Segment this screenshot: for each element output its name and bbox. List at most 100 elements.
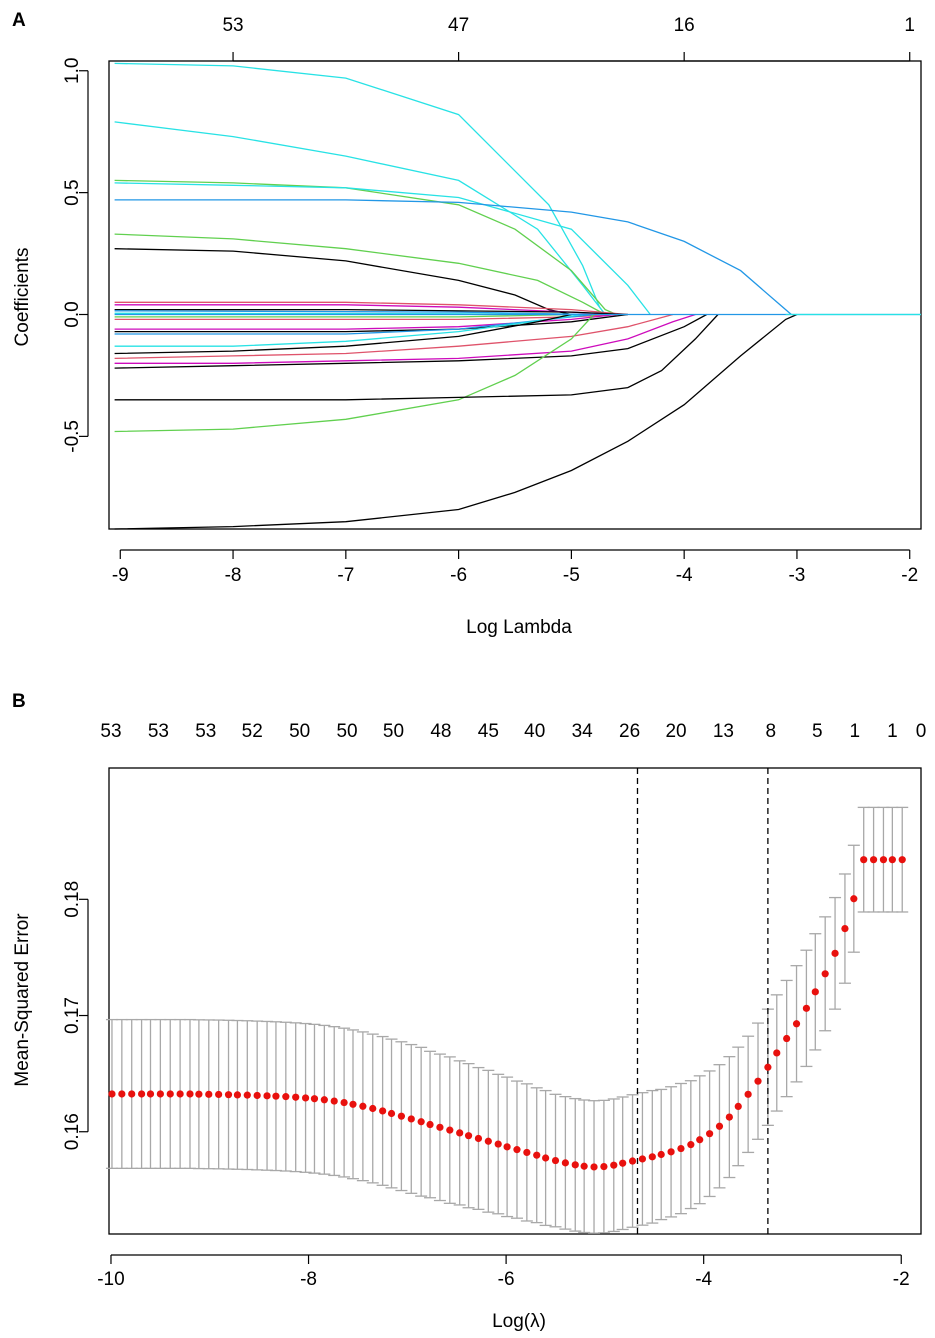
mse-point [292,1093,300,1101]
mse-point [831,949,839,957]
mse-point [898,856,906,864]
top-count-label: 53 [100,721,121,742]
mse-point [677,1144,685,1153]
top-count-label: 0 [916,721,927,742]
x-tick-label: -4 [676,565,693,586]
mse-point [841,925,849,933]
mse-point [551,1156,560,1165]
mse-point [571,1161,579,1169]
mse-point [869,856,878,864]
mse-point [542,1154,550,1162]
x-tick-label: -7 [337,565,354,586]
x-tick-label: -4 [695,1269,712,1290]
x-tick-label: -10 [97,1269,124,1290]
mse-point [137,1090,146,1098]
coefficient-path-25 [114,313,798,530]
y-tick-label: 0.18 [62,881,83,918]
panel-b-y-axis: 0.16 0.17 0.18 [62,881,89,1150]
mse-point [850,895,858,903]
mse-point [734,1102,742,1111]
top-tick-label: 16 [674,15,695,36]
x-tick-label: -6 [450,565,467,586]
panel-b-lambda-markers [636,768,769,1234]
y-tick-label: 0.0 [62,301,83,327]
y-tick-label: -0.5 [62,420,83,453]
coefficient-path-23 [114,314,595,433]
mse-point [456,1129,464,1137]
mse-point [600,1162,608,1171]
mse-point [696,1136,704,1144]
mse-point [436,1123,444,1131]
top-count-label: 50 [289,721,310,742]
mse-point [417,1118,425,1126]
top-count-label: 13 [713,721,734,742]
top-count-label: 1 [887,721,898,742]
x-tick-label: -6 [498,1269,515,1290]
mse-point [773,1049,781,1057]
mse-point [359,1102,367,1110]
mse-point [282,1093,290,1101]
panel-a-letter: A [12,10,26,31]
top-count-label: 5 [812,721,823,742]
coefficient-path-24 [114,314,719,401]
mse-point [464,1132,473,1140]
mse-point [446,1126,454,1134]
panel-a-y-axis: -0.5 0.0 0.5 1.0 [62,58,89,453]
coefficient-path-5 [114,199,792,315]
mse-point [128,1090,136,1098]
mse-point [118,1090,126,1098]
mse-point [638,1155,647,1163]
mse-point [657,1150,665,1159]
mse-point [821,970,829,978]
mse-point [215,1090,223,1099]
top-tick-label: 1 [904,15,915,36]
mse-point [320,1096,328,1104]
panel-a-lasso-path-plot: A -9 -8 -7 -6 -5 -4 -3 -2 -0.5 0.0 0.5 1.0 53 47 16 1… [12,10,922,638]
coefficient-path-7 [114,248,572,316]
coefficient-path-19 [114,313,572,355]
coefficient-path-13 [114,313,572,318]
coefficient-path-4 [114,182,651,315]
y-tick-label: 0.17 [62,997,83,1034]
top-count-label: 20 [665,721,686,742]
mse-point [503,1143,511,1151]
coefficient-path-22 [114,313,708,369]
panel-b-x-axis-title: Log(λ) [492,1311,546,1332]
mse-point [764,1063,772,1071]
panel-a-coefficient-paths [114,62,921,530]
mse-point [186,1090,194,1098]
coefficient-path-3 [114,179,617,316]
mse-point [379,1107,387,1115]
panel-b-x-axis: -10 -8 -6 -4 -2 [97,1254,910,1290]
mse-point [397,1112,405,1120]
mse-point [387,1109,396,1118]
coefficient-path-11 [114,310,594,316]
y-tick-label: 1.0 [62,58,83,84]
mse-point [513,1146,521,1154]
panel-a-x-axis: -9 -8 -7 -6 -5 -4 -3 -2 [112,549,918,586]
top-count-label: 45 [478,721,499,742]
panel-b-top-axis: 53 53 53 52 50 50 50 48 45 40 34 26 20 13 8 5 1 1 0 [100,721,926,742]
mse-point [426,1120,434,1129]
mse-point [484,1137,492,1145]
mse-point [349,1100,357,1108]
mse-point [860,856,868,864]
mse-point [263,1092,271,1100]
mse-point [802,1004,811,1012]
mse-point [725,1113,733,1121]
mse-point [811,988,819,996]
mse-point [590,1163,598,1171]
mse-point [243,1091,251,1099]
x-tick-label: -2 [893,1269,910,1290]
mse-point [407,1115,415,1123]
coefficient-path-6 [114,233,606,316]
top-count-label: 53 [148,721,169,742]
top-count-label: 50 [336,721,357,742]
top-count-label: 48 [430,721,451,742]
mse-point [523,1148,531,1157]
x-tick-label: -5 [563,565,580,586]
x-tick-label: -3 [788,565,805,586]
mse-point [340,1098,348,1107]
top-count-label: 8 [766,721,777,742]
mse-point [580,1162,588,1170]
